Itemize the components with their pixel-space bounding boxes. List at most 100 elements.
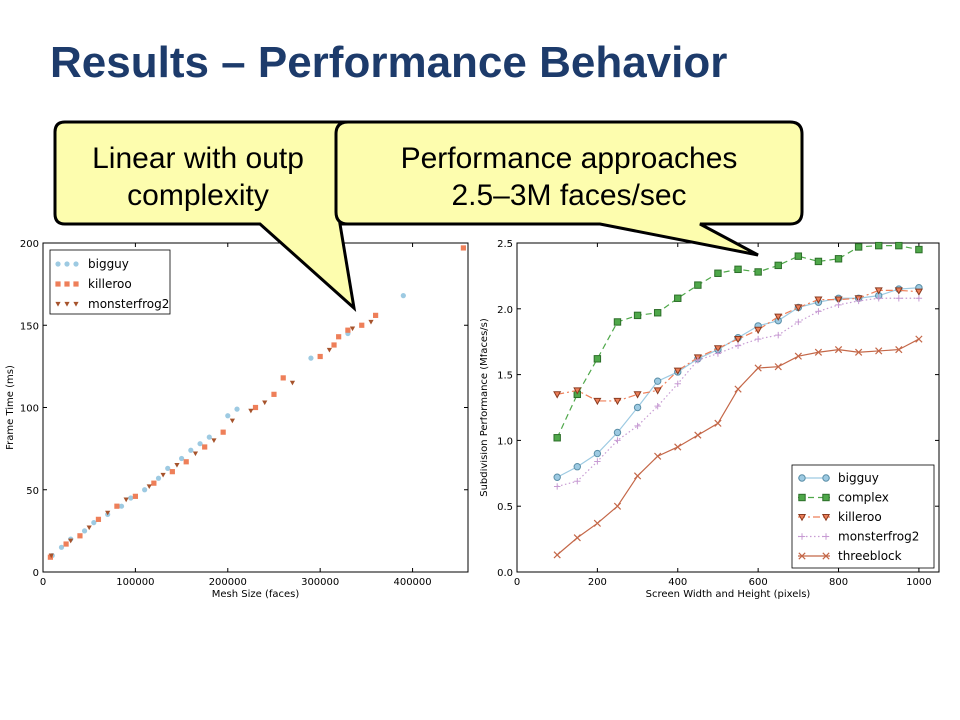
legend: bigguy complex killeroo monsterfrog2 threebl… [791, 464, 935, 569]
point-threeblock [875, 347, 883, 355]
point-threeblock [714, 419, 722, 427]
callout-performance-line-1: Performance approaches [401, 142, 738, 175]
point-killeroo [754, 326, 763, 335]
x-tick-label: 200000 [209, 577, 247, 588]
point-killeroo [132, 493, 138, 499]
point-complex [613, 318, 622, 326]
legend-label-threeblock: threeblock [838, 549, 902, 563]
point-threeblock [633, 472, 642, 480]
legend-marker-complex [798, 493, 806, 502]
point-killeroo [774, 313, 783, 321]
x-tick-label: 100000 [116, 577, 154, 588]
point-killeroo [63, 541, 69, 547]
point-killeroo [914, 288, 923, 296]
x-tick-label: 300000 [301, 577, 339, 588]
point-killeroo [713, 345, 723, 353]
point-killeroo [151, 480, 157, 486]
point-monsterfrog2 [326, 347, 333, 353]
point-bigguy [197, 441, 203, 447]
point-threeblock [573, 534, 581, 542]
point-complex [915, 245, 923, 254]
point-complex [834, 255, 843, 263]
point-killeroo [613, 397, 622, 406]
legend-label-monsterfrog2: monsterfrog2 [838, 530, 919, 544]
series-threeblock [553, 335, 923, 559]
x-tick-label: 1000 [906, 577, 931, 588]
point-killeroo [114, 503, 120, 509]
point-monsterfrog2 [146, 484, 152, 490]
x-tick-label: 200 [588, 577, 607, 588]
point-bigguy [142, 487, 148, 493]
point-threeblock [774, 363, 782, 371]
point-monsterfrog2 [915, 295, 923, 302]
point-bigguy [613, 428, 622, 437]
point-bigguy [225, 413, 231, 419]
point-killeroo [359, 322, 365, 328]
point-bigguy [573, 463, 581, 471]
callout-performance-line-2: 2.5–3M faces/sec [451, 179, 686, 212]
point-killeroo [169, 469, 175, 475]
point-monsterfrog2 [895, 295, 903, 302]
point-complex [593, 355, 602, 363]
y-tick-label: 200 [20, 239, 39, 250]
point-monsterfrog2 [734, 342, 742, 349]
legend-marker-killeroo [73, 281, 79, 287]
point-monsterfrog2 [835, 301, 842, 309]
point-monsterfrog2 [349, 326, 356, 332]
point-complex [694, 281, 702, 289]
point-complex [854, 243, 863, 251]
point-complex [875, 241, 883, 250]
point-monsterfrog2 [68, 538, 74, 544]
point-monsterfrog2 [248, 408, 254, 414]
point-monsterfrog2 [211, 438, 217, 443]
point-complex [814, 257, 823, 266]
point-killeroo [77, 533, 83, 539]
point-bigguy [400, 293, 406, 299]
point-monsterfrog2 [174, 462, 180, 468]
legend-label-killeroo: killeroo [88, 277, 132, 291]
point-monsterfrog2 [123, 497, 129, 503]
point-killeroo [733, 336, 743, 344]
point-killeroo [280, 375, 286, 381]
slide-title: Results – Performance Behavior [50, 38, 728, 87]
point-killeroo [317, 353, 323, 360]
point-killeroo [834, 296, 843, 304]
point-killeroo [202, 444, 208, 450]
legend-marker-bigguy [73, 261, 79, 267]
point-killeroo [894, 287, 903, 295]
callout-linear-line-2: complexity [127, 179, 269, 212]
legend-marker-bigguy [64, 261, 70, 267]
point-killeroo [220, 429, 226, 435]
legend-marker-killeroo [797, 513, 807, 522]
point-bigguy [81, 528, 88, 534]
frame-time-scatter-chart: 0 100000 200000 300000 400000 0 50 100 150 200 Mes… [5, 239, 469, 600]
y-tick-label: 0.0 [497, 568, 513, 579]
point-monsterfrog2 [262, 400, 268, 406]
point-monsterfrog2 [614, 437, 621, 444]
point-threeblock [754, 364, 762, 372]
point-killeroo [460, 245, 466, 251]
y-tick-label: 2.5 [497, 239, 513, 250]
point-bigguy [58, 544, 65, 550]
point-monsterfrog2 [855, 297, 862, 305]
y-tick-label: 100 [20, 404, 39, 415]
point-monsterfrog2 [875, 295, 882, 302]
x-tick-label: 0 [514, 577, 520, 588]
legend-label-complex: complex [838, 491, 889, 505]
legend-marker-monsterfrog2 [822, 533, 830, 540]
point-monsterfrog2 [574, 477, 581, 485]
y-tick-label: 1.0 [497, 436, 513, 447]
point-bigguy [234, 406, 240, 412]
point-bigguy [165, 465, 171, 471]
point-monsterfrog2 [105, 510, 111, 516]
legend-marker-threeblock [822, 552, 830, 560]
point-complex [553, 434, 561, 442]
legend-marker-bigguy [822, 474, 830, 482]
point-killeroo [573, 387, 582, 395]
point-threeblock [814, 348, 823, 356]
legend-marker-threeblock [798, 552, 806, 560]
point-monsterfrog2 [594, 458, 601, 465]
y-tick-label: 2.0 [497, 305, 513, 316]
point-monsterfrog2 [192, 451, 199, 457]
point-bigguy [155, 475, 162, 481]
